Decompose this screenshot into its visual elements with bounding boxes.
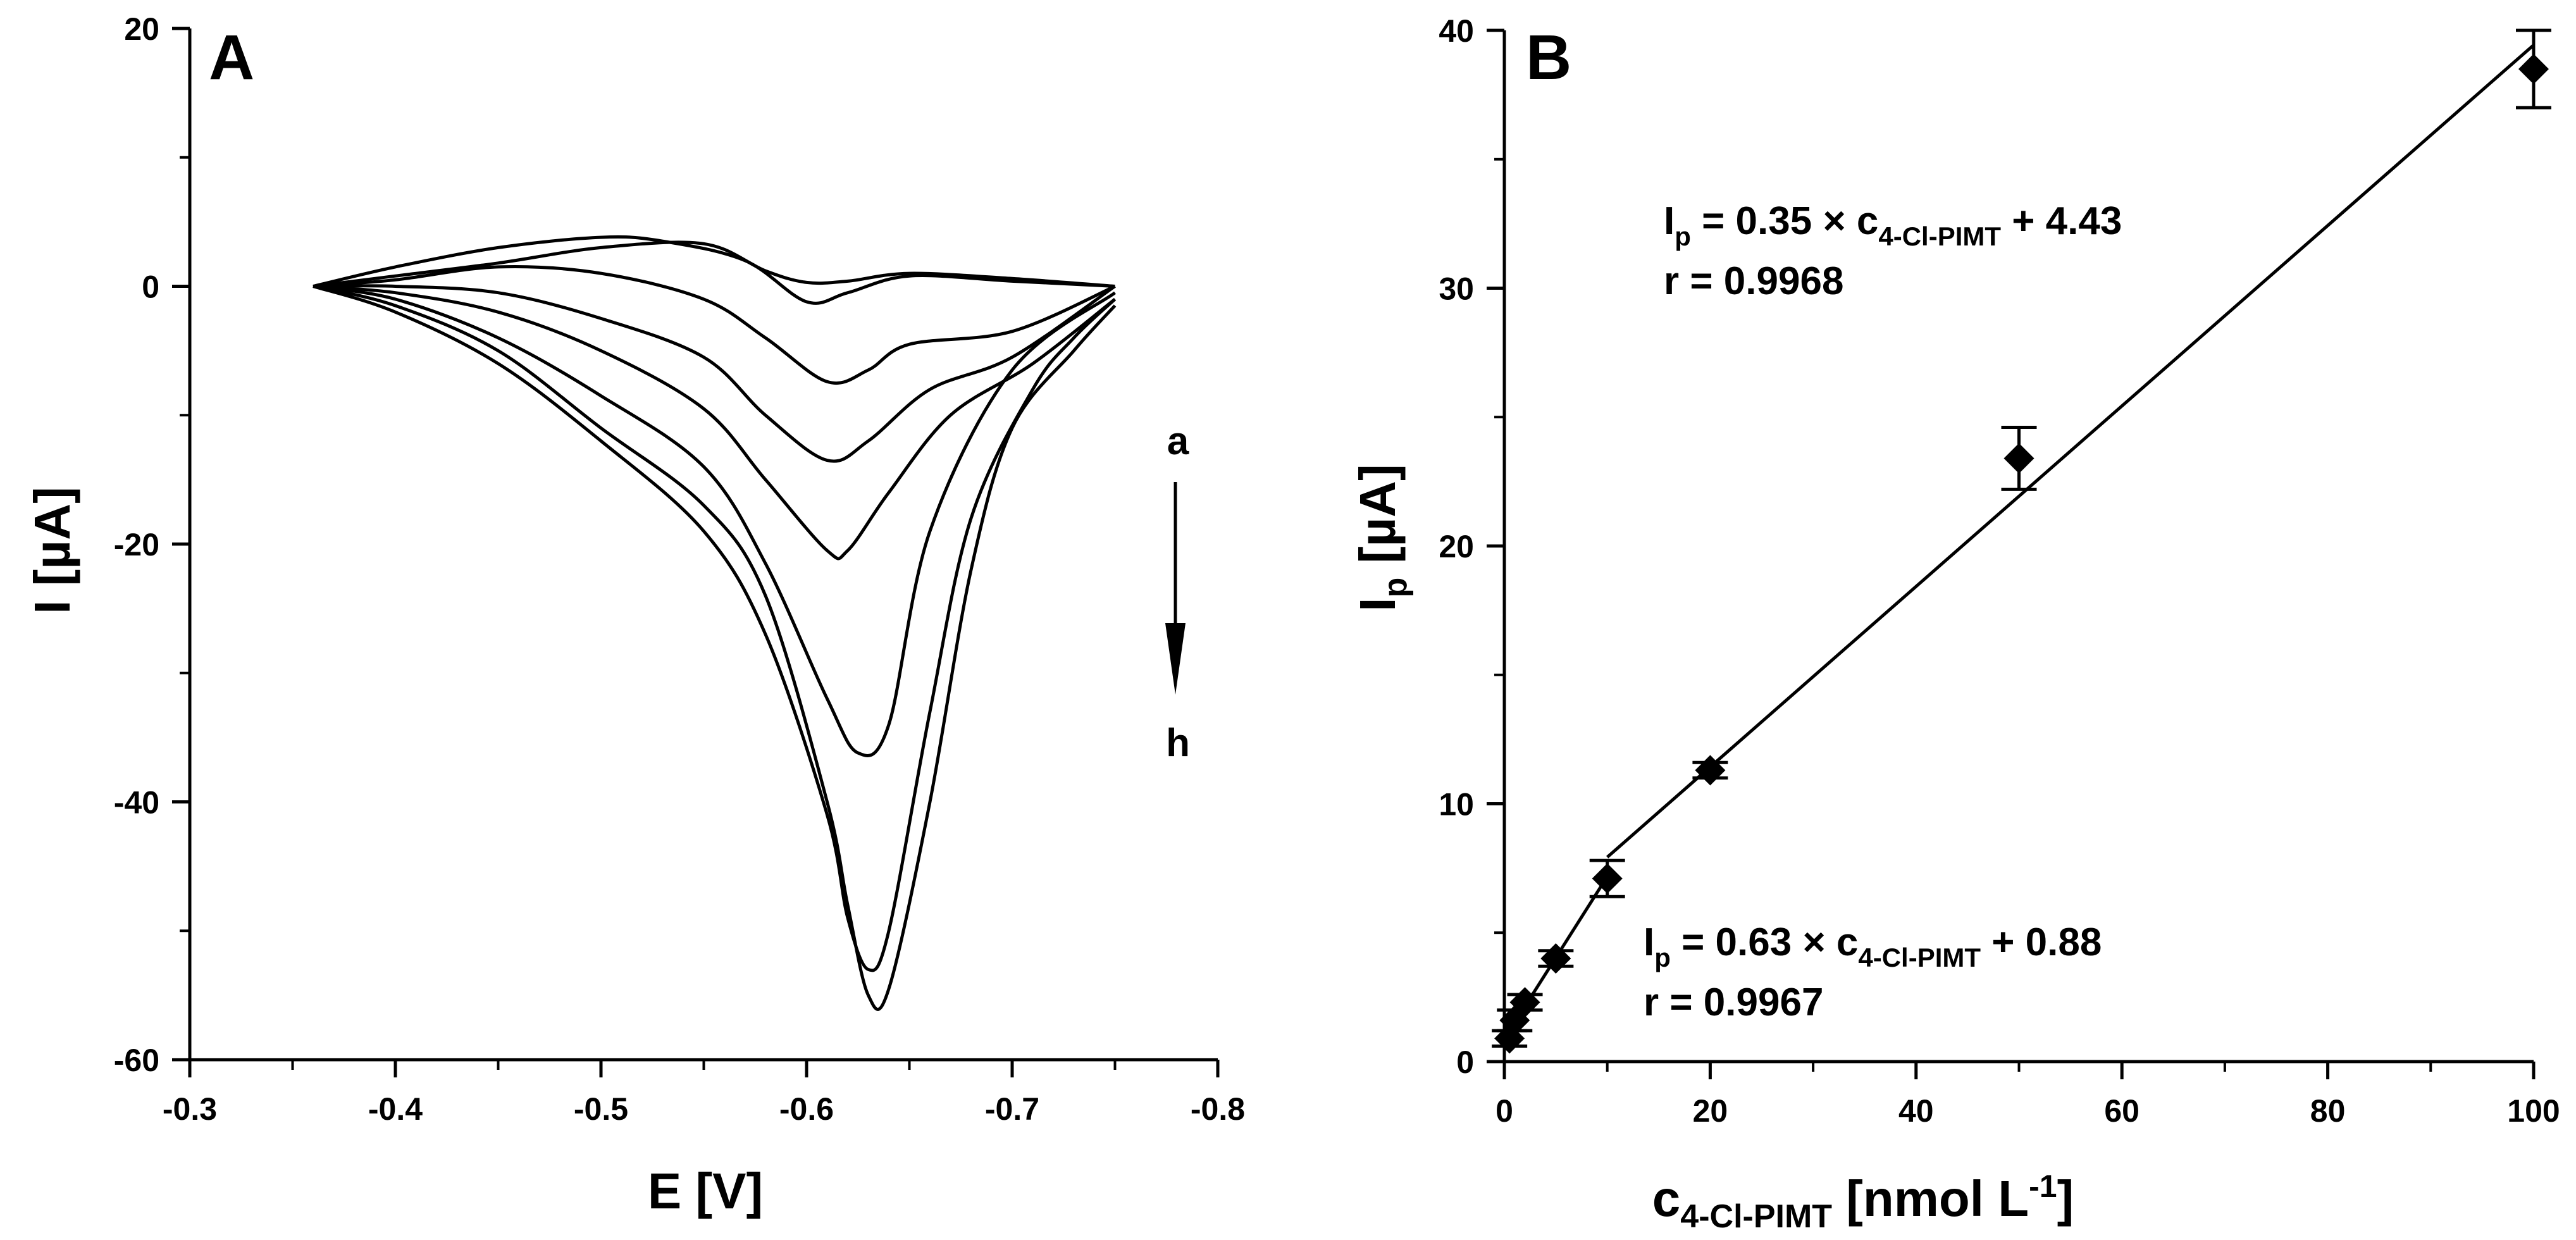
panel-b-x-tick-label: 40 [1898,1093,1934,1129]
panel-a-x-tick-label: -0.6 [779,1091,834,1127]
panel-b-points [1492,28,2551,1054]
panel-a-x-tick-label: -0.5 [574,1091,628,1127]
panel-a-y-tick-label: -60 [114,1043,159,1078]
panel-b-ticks: 0 20 40 60 80 100 0 10 20 30 40 [1439,13,2560,1129]
panel-b-y-tick-label: 0 [1456,1045,1474,1080]
panel-b-y-tick-label: 30 [1439,271,1474,307]
data-point [2003,443,2034,474]
panel-b-x-tick-label: 80 [2310,1093,2346,1129]
panel-b-label: B [1526,22,1571,93]
panel-a-x-axis-title: E [V] [648,1163,763,1219]
direction-arrow-head [1165,623,1186,695]
fit-equation-low: Ip = 0.63 × c4-Cl-PIMT + 0.88 [1644,921,2102,972]
panel-b-x-tick-label: 20 [1693,1093,1728,1129]
panel-a-series-group [313,235,1117,1011]
panel-a-x-tick-label: -0.3 [163,1091,217,1127]
arrow-start-label: a [1167,419,1189,463]
fit-r-low: r = 0.9967 [1644,981,1823,1024]
series-h-line [313,285,1117,972]
panel-a-x-tick-label: -0.4 [368,1091,423,1127]
panel-a-label: A [209,22,254,93]
series-d-line [313,284,1116,463]
series-e-line [313,285,1117,561]
series-f-line [313,285,1117,757]
data-point [1509,987,1540,1018]
panel-b-y-axis-title: Ip [µA] [1349,464,1414,611]
panel-b-chart: B 0 20 40 60 80 100 0 10 20 30 40 Ip = 0.35 × c4-C… [1349,13,2560,1235]
panel-a-y-tick-label: -40 [114,785,159,821]
series-c-line [313,264,1116,385]
data-point [1592,863,1623,894]
panel-b-x-axis-title: c4-Cl-PIMT [nmol L-1] [1652,1169,2074,1235]
panel-a-ticks: -0.3 -0.4 -0.5 -0.6 -0.7 -0.8 20 0 -20 -40 -60 [114,11,1245,1127]
fit-equation-high: Ip = 0.35 × c4-Cl-PIMT + 4.43 [1664,199,2122,251]
series-b-line [313,235,1115,305]
panel-a-y-tick-label: -20 [114,527,159,562]
arrow-end-label: h [1166,721,1190,765]
panel-a-y-axis-title: I [µA] [24,487,80,614]
fit-line-2 [1606,44,2535,859]
panel-a-chart: A -0.3 -0.4 -0.5 -0.6 -0.7 -0.8 20 0 -20 -40 -60 a… [24,11,1245,1219]
panel-b-x-tick-label: 60 [2104,1093,2139,1129]
panel-b-y-tick-label: 10 [1439,787,1474,822]
data-point [2518,54,2549,85]
panel-a-x-tick-label: -0.8 [1191,1091,1245,1127]
panel-b-x-tick-label: 100 [2507,1093,2560,1129]
panel-b-y-tick-label: 40 [1439,13,1474,49]
panel-b-y-tick-label: 20 [1439,529,1474,564]
panel-a-y-tick-label: 20 [124,11,159,47]
data-point [1540,943,1571,974]
panel-a-x-tick-label: -0.7 [985,1091,1039,1127]
fit-r-high: r = 0.9968 [1664,259,1843,303]
data-point [1695,755,1726,786]
series-g-line [313,285,1117,1011]
panel-b-x-tick-label: 0 [1495,1093,1513,1129]
panel-a-y-tick-label: 0 [142,270,159,305]
